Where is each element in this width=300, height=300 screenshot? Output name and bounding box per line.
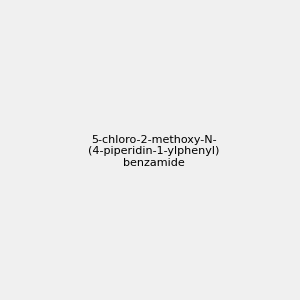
Text: 5-chloro-2-methoxy-N-
(4-piperidin-1-ylphenyl)
benzamide: 5-chloro-2-methoxy-N- (4-piperidin-1-ylp… [88,135,219,168]
